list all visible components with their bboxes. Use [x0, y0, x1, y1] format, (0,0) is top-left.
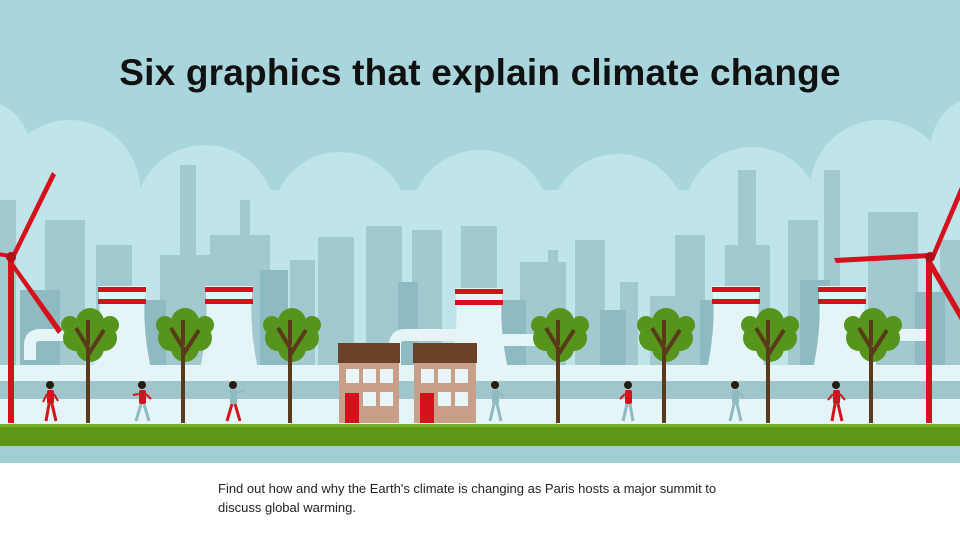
person-icon: [42, 381, 59, 422]
tree-icon: [637, 308, 695, 423]
pavement-stripe: [0, 381, 960, 399]
tree-icon: [61, 308, 119, 423]
wind-turbine-left-icon: [0, 172, 62, 423]
page-title: Six graphics that explain climate change: [119, 52, 841, 93]
tree-icon: [741, 308, 799, 423]
wind-turbine-right-icon: [834, 186, 960, 423]
cooling-towers: [88, 286, 876, 390]
tree-icon: [531, 308, 589, 423]
person-icon: [225, 381, 246, 422]
person-icon: [132, 381, 152, 422]
pavement-light: [0, 399, 960, 424]
house-left-icon: [338, 343, 400, 423]
grass-edge: [0, 424, 960, 427]
intro-caption: Find out how and why the Earth's climate…: [218, 481, 717, 515]
climate-city-illustration: [0, 0, 960, 463]
grass: [0, 424, 960, 446]
tree-icon: [156, 308, 214, 423]
person-icon: [488, 381, 506, 422]
pedestrians: [42, 381, 846, 422]
water: [0, 446, 960, 463]
tree-icon: [844, 308, 902, 423]
person-icon: [619, 381, 635, 422]
tree-icon: [263, 308, 321, 423]
trees: [61, 308, 902, 423]
person-icon: [728, 381, 746, 422]
house-right-icon: [413, 343, 477, 423]
person-icon: [827, 381, 846, 422]
